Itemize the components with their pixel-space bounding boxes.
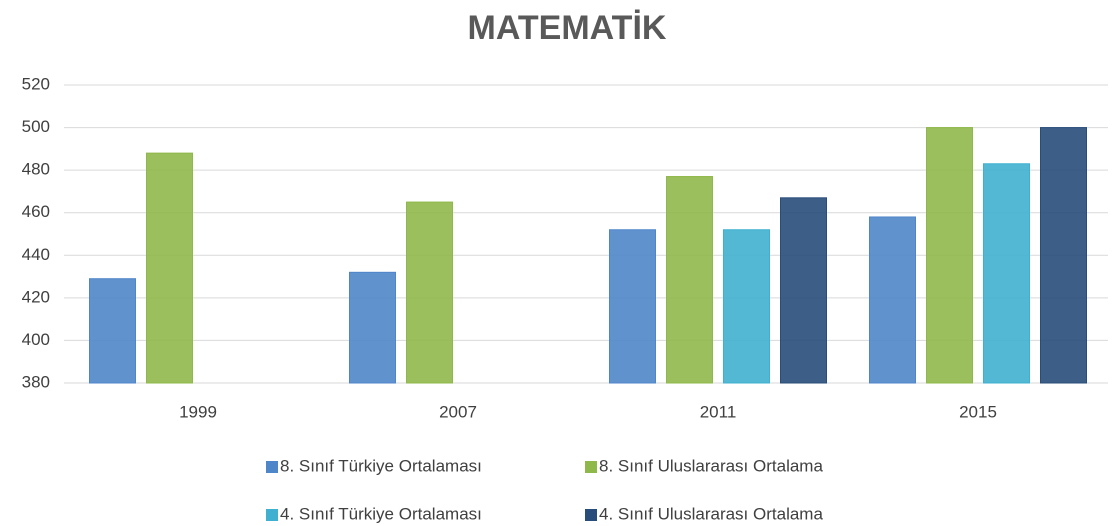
bar [406,201,453,384]
bar [349,271,396,384]
bar [869,216,916,384]
legend-label: 4. Sınıf Türkiye Ortalaması [280,504,482,523]
y-tick-label: 420 [22,287,50,306]
legend-swatch [266,461,278,473]
y-tick-label: 460 [22,202,50,221]
bar [723,229,770,384]
legend-swatch [266,509,278,521]
bar [926,127,973,384]
x-tick-label: 2011 [700,402,737,421]
legend-label: 8. Sınıf Uluslararası Ortalama [599,456,823,475]
bar [983,163,1030,384]
bar [666,176,713,384]
y-tick-label: 480 [22,160,50,179]
y-tick-label: 520 [22,74,50,93]
y-tick-label: 440 [22,245,50,264]
y-tick-label: 400 [22,330,50,349]
x-tick-label: 1999 [179,402,217,421]
legend-label: 8. Sınıf Türkiye Ortalaması [280,456,482,475]
y-tick-label: 380 [22,372,50,391]
legend-label: 4. Sınıf Uluslararası Ortalama [599,504,823,523]
legend-swatch [585,509,597,521]
y-tick-label: 500 [22,117,50,136]
bar [609,229,656,384]
bar [780,197,827,384]
bar [146,152,193,384]
x-tick-label: 2007 [439,402,477,421]
bar [1040,127,1087,384]
x-tick-label: 2015 [959,402,997,421]
chart-title: MATEMATİK [468,9,667,47]
bar [89,278,136,384]
legend-swatch [585,461,597,473]
